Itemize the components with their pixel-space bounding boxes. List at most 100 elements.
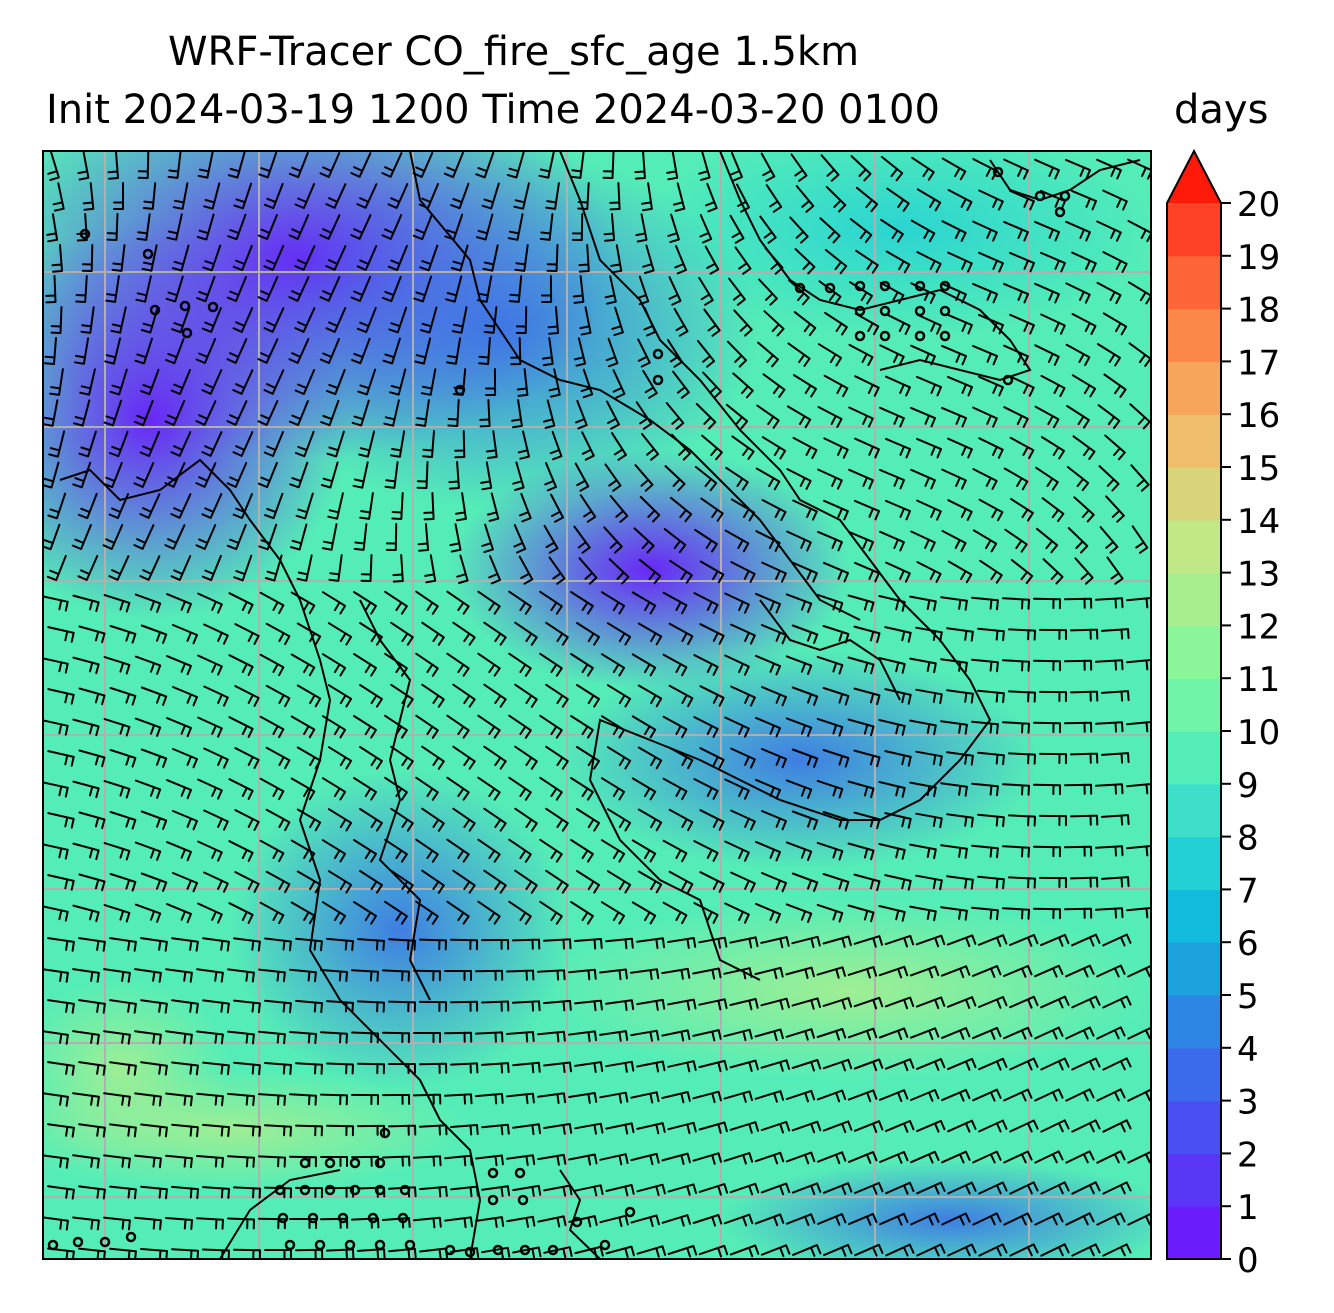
calm-wind-circle (914, 280, 926, 292)
calm-wind-circle (992, 166, 1004, 178)
wind-barb (514, 869, 538, 894)
wind-barb (166, 593, 192, 614)
colorbar-tick-label: 2 (1237, 1135, 1259, 1175)
wind-barb (941, 220, 967, 242)
wind-barb (1033, 845, 1061, 858)
wind-barb (387, 183, 409, 209)
wind-barb (878, 595, 906, 612)
calm-wind-circle (464, 1246, 476, 1258)
wind-barb (724, 716, 750, 738)
calm-wind-circle (824, 282, 836, 294)
wind-barb (296, 684, 322, 708)
wind-barb (320, 461, 339, 489)
wind-barb (508, 652, 532, 677)
wind-barb (326, 937, 354, 952)
wind-barb (103, 968, 131, 983)
wind-barb (1009, 934, 1039, 947)
wind-barb (43, 595, 69, 612)
wind-barb (45, 275, 57, 304)
wind-barb (140, 810, 168, 830)
wind-barb (1003, 1088, 1033, 1102)
wind-barb (915, 688, 943, 705)
wind-barb (755, 840, 781, 862)
wind-barb (1101, 876, 1130, 888)
wind-barb (545, 745, 569, 770)
wind-barb (885, 1120, 915, 1133)
wind-barb (351, 337, 371, 365)
wind-barb (979, 559, 1003, 584)
wind-barb (321, 523, 338, 551)
wind-barb (1071, 1181, 1101, 1195)
wind-barb (733, 309, 753, 337)
wind-barb (450, 182, 470, 210)
wind-barb (1065, 1088, 1095, 1102)
wind-barb (909, 905, 937, 922)
wind-barb (325, 245, 347, 271)
wind-barb (761, 561, 787, 583)
wind-barb (879, 344, 905, 366)
wind-barb (166, 717, 192, 738)
wind-barb (475, 1031, 504, 1043)
wind-barb (1065, 1026, 1095, 1040)
wind-barb (47, 937, 75, 952)
wind-barb (1071, 313, 1097, 335)
wind-barb (382, 1093, 411, 1105)
wind-barb (481, 1062, 510, 1074)
wind-barb (1102, 312, 1128, 336)
wind-barb (576, 808, 600, 832)
wind-barb (879, 281, 905, 305)
wind-barb (909, 595, 937, 612)
wind-barb (910, 530, 936, 552)
wind-barb (1010, 498, 1034, 522)
wind-barb (539, 776, 563, 801)
colorbar-tick-label: 8 (1237, 819, 1259, 859)
wind-barb (104, 337, 122, 365)
wind-barb (785, 903, 813, 923)
wind-barb (233, 1061, 261, 1076)
wind-barb (227, 968, 255, 983)
wind-barb (729, 1244, 760, 1258)
wind-barb (414, 337, 432, 365)
wind-barb (674, 245, 687, 275)
wind-barb (1126, 658, 1151, 671)
wind-barb (786, 530, 812, 552)
wind-barb (202, 1061, 230, 1076)
wind-barb (692, 967, 722, 980)
wind-barb (450, 1185, 479, 1198)
wind-barb (201, 431, 223, 457)
wind-barb (1004, 528, 1028, 553)
wind-barb (134, 841, 162, 861)
wind-barb (978, 1243, 1008, 1257)
calm-wind-circle (367, 1212, 379, 1224)
calm-wind-circle (324, 1184, 336, 1196)
wind-barb (612, 369, 626, 399)
wind-barb (662, 715, 688, 739)
wind-barb (850, 155, 872, 182)
wind-barb (909, 965, 940, 979)
map-field (43, 151, 1151, 1259)
wind-barb (359, 870, 383, 894)
wind-barb (698, 1059, 728, 1073)
wind-barb (1041, 497, 1065, 522)
wind-barb (724, 592, 750, 614)
wind-barb (166, 903, 192, 924)
wind-barb (699, 214, 713, 244)
wind-barb (853, 873, 881, 892)
wind-barb (259, 777, 285, 801)
wind-barb (390, 430, 406, 458)
wind-barb (165, 1092, 193, 1107)
wind-barb (512, 1000, 541, 1012)
wind-barb (548, 556, 566, 585)
wind-barb (692, 1152, 722, 1165)
wind-barb (512, 1123, 541, 1136)
wind-barb (325, 368, 346, 396)
wind-barb (390, 869, 414, 894)
wind-barb (172, 872, 198, 893)
wind-barb (477, 900, 501, 925)
wind-barb (886, 187, 910, 212)
wind-barb (1065, 220, 1091, 242)
wind-barb (43, 1154, 69, 1169)
wind-barb (786, 468, 812, 490)
wind-barb (78, 999, 106, 1014)
wind-barb (265, 684, 291, 708)
